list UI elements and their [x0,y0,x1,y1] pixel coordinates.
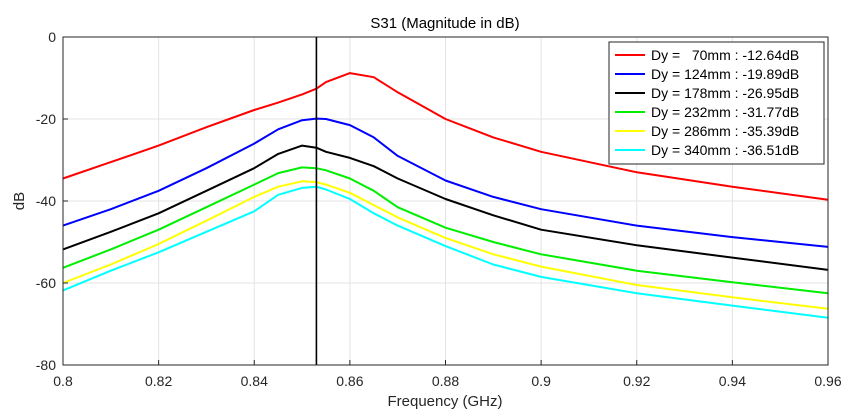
axis-ticks: 0.8 0.82 0.84 0.86 0.88 0.9 0.92 0.94 0.96 -80 -60… [36,29,842,389]
x-tick-label: 0.82 [145,373,172,389]
legend-entry: Dy = 70mm : -12.64dB [651,47,799,63]
legend-entry: Dy = 178mm : -26.95dB [651,85,799,101]
legend-box [608,41,825,165]
series-line-1 [62,72,829,201]
x-tick-label: 0.94 [719,373,746,389]
legend-entry: Dy = 124mm : -19.89dB [651,66,799,82]
y-tick-label: -40 [36,193,56,209]
legend-entry: Dy = 340mm : -36.51dB [651,142,799,158]
x-tick-label: 0.86 [336,373,363,389]
legend-entry: Dy = 232mm : -31.77dB [651,104,799,120]
x-tick-label: 0.84 [241,373,268,389]
x-tick-label: 0.8 [53,373,73,389]
y-tick-label: -60 [36,275,56,291]
series-line-2 [62,117,829,248]
series-line-4 [62,166,829,295]
series-lines [62,72,829,319]
series-line-5 [62,180,829,310]
grid [62,36,829,366]
y-tick-label: -20 [36,111,56,127]
series-line-3 [62,144,829,271]
series-line-6 [62,185,829,319]
legend: Dy = 70mm : -12.64dB Dy = 124mm : -19.89d… [608,41,825,165]
x-tick-label: 0.96 [814,373,841,389]
y-axis-label: dB [11,192,28,210]
y-tick-label: 0 [48,29,56,45]
y-tick-label: -80 [36,357,56,373]
legend-entry: Dy = 286mm : -35.39dB [651,123,799,139]
chart-title: S31 (Magnitude in dB) [370,15,519,32]
x-tick-label: 0.92 [623,373,650,389]
x-tick-label: 0.88 [432,373,459,389]
x-tick-label: 0.9 [531,373,551,389]
x-axis-label: Frequency (GHz) [387,393,502,410]
